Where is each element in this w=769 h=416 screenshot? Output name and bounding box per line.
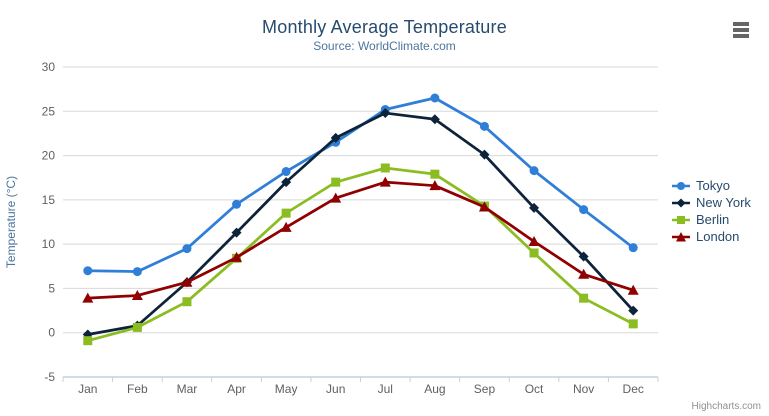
data-point-london[interactable] [231, 251, 243, 262]
legend-label: New York [696, 195, 751, 210]
data-point-london[interactable] [280, 221, 292, 232]
x-axis-label: Jun [326, 382, 345, 396]
y-axis-label: 25 [42, 104, 56, 118]
data-point-berlin[interactable] [83, 336, 93, 346]
series-line-berlin [86, 166, 635, 343]
legend-label: London [696, 229, 740, 244]
data-point-new-york[interactable] [380, 108, 391, 119]
chart-title: Monthly Average Temperature [262, 17, 507, 37]
credits-link[interactable]: Highcharts.com [691, 401, 761, 412]
legend-label: Berlin [696, 212, 730, 227]
data-point-tokyo[interactable] [232, 199, 242, 209]
data-point-tokyo[interactable] [579, 205, 589, 215]
legend-item-london[interactable]: London [671, 228, 751, 245]
data-point-london[interactable] [379, 176, 391, 187]
legend-marker-square-icon [672, 215, 690, 224]
legend-item-tokyo[interactable]: Tokyo [671, 177, 751, 194]
series-line-london [86, 180, 635, 300]
data-point-london[interactable] [528, 235, 540, 246]
legend-item-berlin[interactable]: Berlin [671, 211, 751, 228]
data-point-berlin[interactable] [628, 319, 638, 329]
data-point-london[interactable] [627, 284, 639, 295]
data-point-tokyo[interactable] [83, 266, 93, 276]
legend-marker-diamond-icon [672, 198, 690, 207]
export-menu-button[interactable] [732, 22, 750, 40]
x-axis-label: Nov [573, 382, 594, 396]
data-point-new-york[interactable] [231, 227, 242, 238]
x-axis-label: May [275, 382, 298, 396]
x-axis-label: Mar [177, 382, 198, 396]
y-axis-title: Temperature (°C) [4, 176, 18, 268]
x-axis-label: Apr [227, 382, 246, 396]
chart-subtitle: Source: WorldClimate.com [313, 39, 456, 53]
x-axis-label: Aug [424, 382, 445, 396]
data-point-new-york[interactable] [578, 251, 589, 262]
x-axis-label: Oct [525, 382, 544, 396]
y-axis-label: 15 [42, 193, 56, 207]
data-point-new-york[interactable] [330, 132, 341, 143]
data-point-tokyo[interactable] [479, 121, 489, 131]
data-point-tokyo[interactable] [628, 243, 638, 253]
data-point-tokyo[interactable] [529, 166, 539, 176]
data-point-berlin[interactable] [182, 297, 192, 307]
x-axis-label: Dec [623, 382, 644, 396]
data-point-tokyo[interactable] [182, 244, 192, 254]
data-point-tokyo[interactable] [430, 93, 440, 103]
y-axis-label: 0 [48, 326, 55, 340]
data-point-new-york[interactable] [429, 114, 440, 125]
data-point-tokyo[interactable] [132, 267, 142, 277]
hamburger-icon [733, 22, 749, 38]
data-point-london[interactable] [478, 201, 490, 212]
data-point-london[interactable] [429, 180, 441, 191]
data-point-london[interactable] [181, 276, 193, 287]
data-point-new-york[interactable] [628, 305, 639, 316]
legend-item-new-york[interactable]: New York [671, 194, 751, 211]
data-point-london[interactable] [82, 292, 94, 303]
data-point-new-york[interactable] [479, 149, 490, 160]
legend-marker-circle-icon [672, 181, 690, 190]
data-point-london[interactable] [330, 192, 342, 203]
data-point-berlin[interactable] [281, 208, 291, 218]
data-point-london[interactable] [578, 268, 590, 279]
data-point-london[interactable] [131, 290, 143, 301]
x-axis-label: Feb [127, 382, 148, 396]
legend-label: Tokyo [696, 178, 730, 193]
data-point-berlin[interactable] [430, 169, 440, 179]
x-axis-label: Jul [378, 382, 393, 396]
y-axis-label: -5 [44, 370, 55, 384]
data-point-berlin[interactable] [331, 177, 341, 187]
series-line-new-york [86, 111, 635, 336]
data-point-tokyo[interactable] [281, 167, 291, 177]
legend-marker-triangle-icon [672, 231, 690, 241]
data-point-berlin[interactable] [132, 322, 142, 332]
legend: Tokyo New York Berlin London [671, 177, 751, 245]
y-axis-label: 10 [42, 237, 56, 251]
x-axis-label: Jan [78, 382, 97, 396]
data-point-berlin[interactable] [579, 293, 589, 303]
data-point-new-york[interactable] [281, 177, 292, 188]
data-point-new-york[interactable] [529, 202, 540, 213]
data-point-berlin[interactable] [380, 163, 390, 173]
y-axis-label: 5 [48, 281, 55, 295]
data-point-berlin[interactable] [529, 248, 539, 258]
y-axis-label: 20 [42, 149, 56, 163]
y-axis-label: 30 [42, 60, 56, 74]
x-axis-label: Sep [474, 382, 496, 396]
